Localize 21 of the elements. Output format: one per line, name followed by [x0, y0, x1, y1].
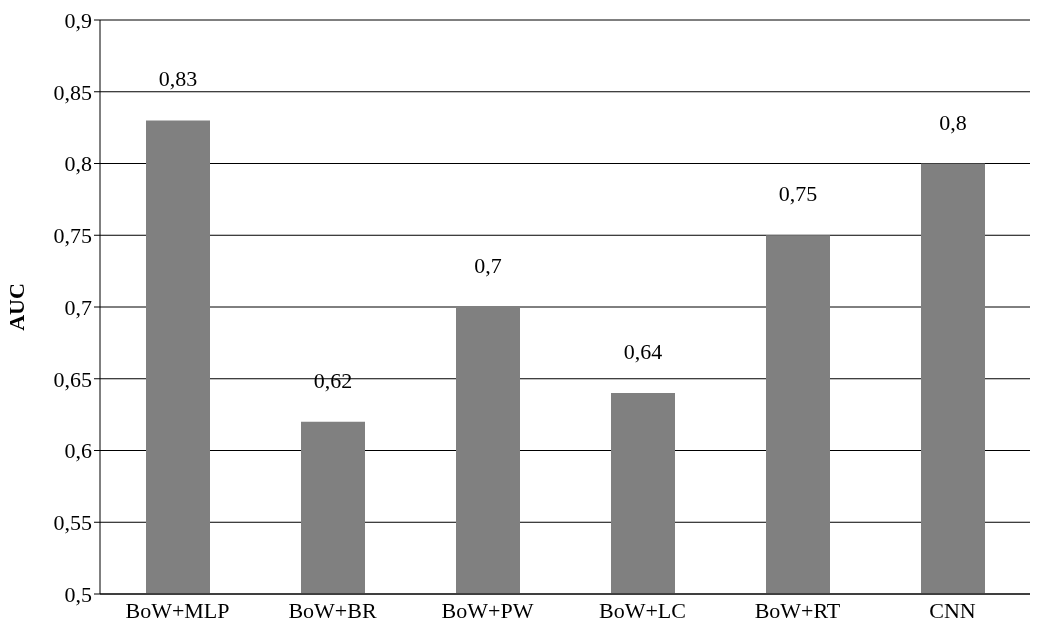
- data-label: 0,64: [623, 339, 663, 365]
- x-tick-label: BoW+MLP: [125, 597, 230, 623]
- y-tick-label: 0,65: [53, 366, 92, 392]
- x-tick-label: BoW+RT: [754, 597, 841, 623]
- x-tick-label: BoW+BR: [288, 597, 377, 623]
- x-tick-label: BoW+PW: [441, 597, 534, 623]
- y-tick-label: 0,9: [64, 7, 92, 33]
- data-label: 0,8: [939, 109, 967, 135]
- y-tick-label: 0,75: [53, 223, 92, 249]
- y-tick-label: 0,8: [64, 151, 92, 177]
- y-axis-title: AUC: [3, 283, 29, 331]
- y-tick-label: 0,6: [64, 438, 92, 464]
- y-tick-label: 0,7: [64, 294, 92, 320]
- data-label: 0,7: [474, 253, 502, 278]
- x-tick-label: BoW+LC: [599, 597, 686, 623]
- data-label: 0,83: [158, 66, 198, 92]
- x-tick-label: CNN: [929, 597, 976, 623]
- data-label: 0,75: [778, 181, 818, 207]
- y-tick-label: 0,5: [64, 581, 92, 607]
- y-tick-label: 0,55: [53, 510, 92, 536]
- y-tick-label: 0,85: [53, 79, 92, 105]
